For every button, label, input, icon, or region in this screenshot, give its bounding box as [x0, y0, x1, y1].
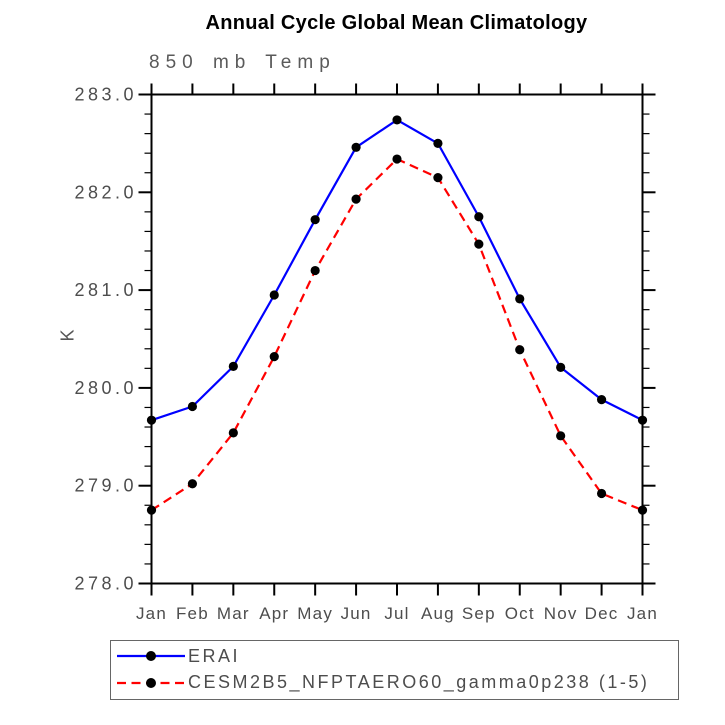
x-tick-label: Oct [505, 604, 535, 623]
series-1-marker [146, 505, 157, 515]
y-tick-label: 282.0 [74, 182, 137, 202]
plot-frame [150, 93, 644, 585]
series-0-marker [515, 294, 525, 304]
x-tick-label: Feb [176, 604, 209, 623]
x-tick-label: Sep [462, 604, 496, 623]
series-line-1 [150, 157, 643, 512]
series-1-marker [596, 488, 607, 499]
series-1-marker [637, 505, 648, 515]
series-0-marker [392, 115, 402, 125]
series-0-marker [146, 415, 157, 425]
series-1-marker [187, 479, 198, 489]
series-0-marker [351, 142, 361, 152]
series-0-marker [474, 212, 484, 222]
x-tick-label: Jan [136, 604, 167, 623]
series-1-marker [228, 428, 238, 438]
y-tick-label: 281.0 [74, 280, 137, 300]
series-1-marker [269, 352, 279, 362]
legend-marker-1 [146, 677, 156, 688]
series-1-marker [556, 431, 566, 441]
legend-item-erai: ERAI [111, 643, 678, 669]
legend-line-sample-0 [117, 651, 185, 662]
plot-area: 278.0 279.0 280.0 281.0 282.0 283.0 Jan Feb Mar A… [74, 83, 658, 623]
x-tick-label: May [297, 604, 333, 623]
y-tick-label: 280.0 [74, 378, 137, 398]
chart-title: Annual Cycle Global Mean Climatology [205, 12, 588, 34]
x-tick-label: Jul [384, 604, 409, 623]
series-0-marker [187, 401, 198, 412]
series-0-marker [269, 290, 279, 300]
legend-item-cesm: CESM2B5_NFPTAERO60_gamma0p238 (1-5) [111, 670, 678, 696]
series-line-0 [151, 118, 643, 422]
x-tick-label: Dec [585, 604, 619, 623]
y-tick-label: 279.0 [74, 476, 137, 496]
series-1-marker [310, 265, 320, 276]
legend-line-sample-1 [117, 677, 185, 688]
series-0-marker [596, 395, 607, 405]
x-tick-label: Jan [627, 604, 658, 623]
series-0-marker [637, 415, 648, 425]
x-tick-label: Aug [421, 604, 455, 623]
series-1-marker [433, 173, 443, 183]
x-tick-label: Jun [341, 604, 372, 623]
chart-subtitle: 850 mb Temp [149, 52, 336, 73]
legend-label-1: CESM2B5_NFPTAERO60_gamma0p238 (1-5) [188, 672, 650, 693]
series-1-marker [351, 194, 361, 204]
series-1-marker [392, 154, 402, 164]
series-0-marker [228, 361, 238, 371]
series-1-marker [515, 345, 525, 355]
legend: ERAI CESM2B5_NFPTAERO60_gamma0p238 (1-5) [110, 640, 679, 700]
series-0-marker [310, 215, 320, 225]
y-tick-label: 278.0 [74, 574, 137, 594]
y-tick-label: 283.0 [74, 85, 137, 105]
x-tick-label: Nov [544, 604, 578, 623]
series-1-marker [474, 239, 484, 249]
legend-label-0: ERAI [188, 645, 241, 666]
x-tick-label: Mar [217, 604, 250, 623]
legend-marker-0 [146, 651, 156, 662]
series-0-marker [433, 138, 443, 148]
x-tick-label: Apr [259, 604, 289, 623]
series-0-marker [556, 362, 566, 372]
